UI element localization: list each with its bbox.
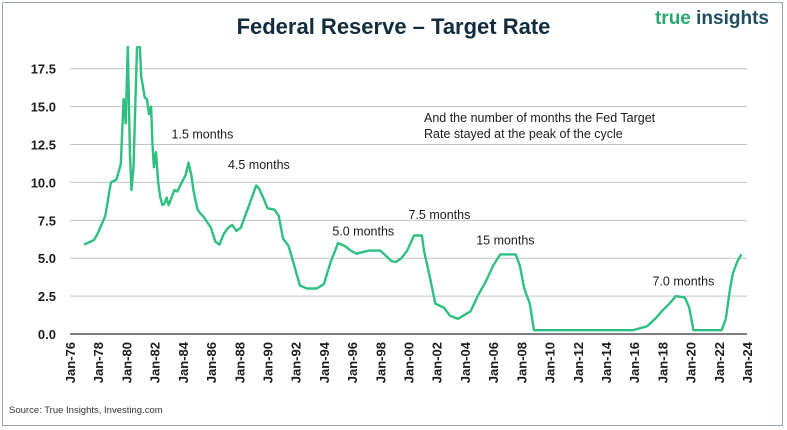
x-tick-label: Jan-08 xyxy=(514,342,529,383)
x-tick-label: Jan-96 xyxy=(345,342,360,383)
peak-annotation: 7.0 months xyxy=(653,274,715,288)
peak-annotation: 5.0 months xyxy=(332,224,394,238)
peak-annotation: 7.5 months xyxy=(409,208,471,222)
x-tick-label: Jan-20 xyxy=(684,342,699,383)
y-tick-label: 12.5 xyxy=(31,138,56,153)
x-tick-label: Jan-06 xyxy=(486,342,501,383)
y-tick-label: 7.5 xyxy=(38,213,56,228)
y-tick-label: 17.5 xyxy=(31,62,56,77)
x-tick-label: Jan-76 xyxy=(63,342,78,383)
brand-logo-part2: insights xyxy=(696,8,769,29)
y-tick-label: 5.0 xyxy=(38,251,56,266)
source-note: Source: True Insights, Investing.com xyxy=(9,405,163,416)
x-tick-label: Jan-10 xyxy=(543,342,558,383)
y-tick-label: 2.5 xyxy=(38,289,56,304)
x-tick-label: Jan-18 xyxy=(655,342,670,383)
x-tick-label: Jan-78 xyxy=(91,342,106,383)
chart-frame xyxy=(2,2,783,426)
x-tick-label: Jan-82 xyxy=(148,342,163,383)
x-tick-label: Jan-86 xyxy=(204,342,219,383)
rate-line xyxy=(83,46,743,332)
x-tick-label: Jan-24 xyxy=(740,341,755,383)
x-tick-label: Jan-98 xyxy=(373,342,388,383)
y-axis-tick-labels: 0.0 2.5 5.0 7.5 10.0 12.5 15.0 17.5 xyxy=(31,62,56,342)
x-tick-label: Jan-92 xyxy=(289,342,304,383)
x-tick-label: Jan-80 xyxy=(119,342,134,383)
chart-title: Federal Reserve – Target Rate xyxy=(236,14,551,39)
x-tick-label: Jan-16 xyxy=(627,342,642,383)
x-tick-label: Jan-04 xyxy=(458,341,473,383)
series-lines xyxy=(83,46,743,332)
x-tick-label: Jan-02 xyxy=(430,342,445,383)
note-line-2: Rate stayed at the peak of the cycle xyxy=(424,127,623,141)
x-tick-label: Jan-00 xyxy=(402,342,417,383)
annotations: 1.5 months 4.5 months 5.0 months 7.5 months… xyxy=(172,127,715,288)
x-tick-label: Jan-84 xyxy=(176,341,191,383)
brand-logo-part1: true xyxy=(654,8,691,29)
peak-annotation: 4.5 months xyxy=(228,158,290,172)
x-tick-label: Jan-90 xyxy=(260,342,275,383)
x-tick-label: Jan-12 xyxy=(571,342,586,383)
x-tick-label: Jan-94 xyxy=(317,341,332,383)
x-axis-tick-labels: Jan-76 Jan-78 Jan-80 Jan-82 Jan-84 Jan-86 Jan-… xyxy=(63,341,755,383)
y-tick-label: 15.0 xyxy=(31,100,56,115)
x-tick-label: Jan-14 xyxy=(599,341,614,383)
x-tick-label: Jan-22 xyxy=(712,342,727,383)
x-tick-label: Jan-88 xyxy=(232,342,247,383)
brand-logo: true insights xyxy=(655,8,769,30)
note-line-1: And the number of months the Fed Target xyxy=(424,111,656,125)
peak-annotation: 15 months xyxy=(476,234,534,248)
y-tick-label: 10.0 xyxy=(31,175,56,190)
peak-annotation: 1.5 months xyxy=(172,127,234,141)
grid-lines xyxy=(70,68,747,297)
y-tick-label: 0.0 xyxy=(38,327,56,342)
